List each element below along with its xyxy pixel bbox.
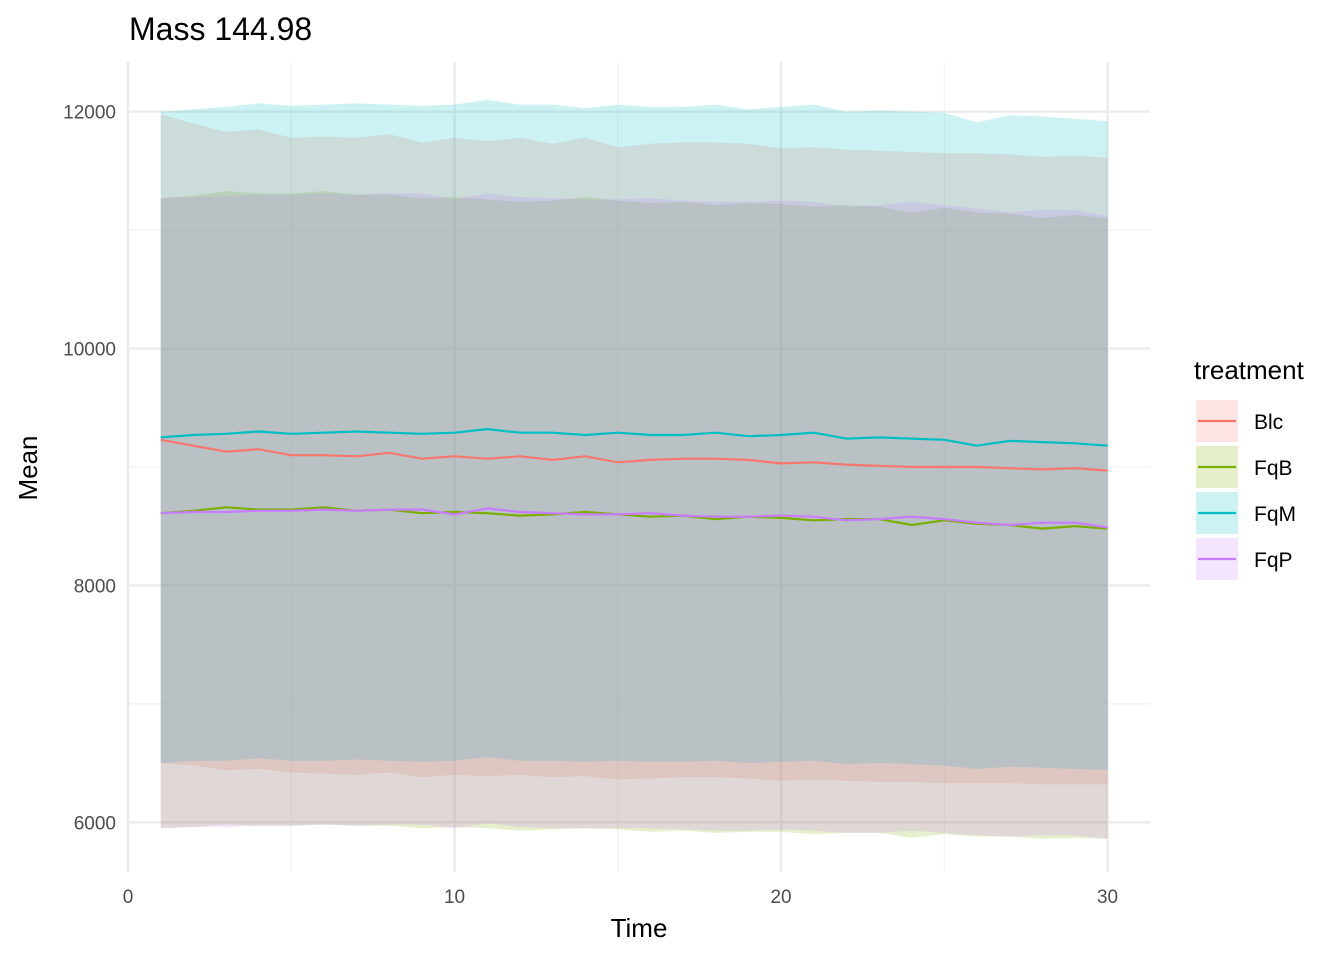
legend-label: FqM [1254, 503, 1296, 526]
x-axis-ticks: 0 10 20 30 [123, 887, 1118, 908]
legend-label: FqP [1254, 549, 1293, 572]
major-gridlines [126, 62, 1150, 872]
legend-key-fqb: FqB [1196, 446, 1293, 488]
y-axis-title: Mean [13, 435, 43, 500]
x-tick-label: 10 [444, 887, 465, 908]
confidence-bands [160, 99, 1108, 839]
x-tick-label: 30 [1097, 887, 1118, 908]
band-blc [160, 114, 1108, 785]
line-fqp [160, 507, 1108, 529]
y-axis-ticks: 6000 8000 10000 12000 [63, 103, 116, 835]
x-axis-title: Time [611, 913, 668, 943]
line-blc [160, 438, 1108, 472]
line-fqm [160, 428, 1108, 447]
x-tick-label: 0 [123, 887, 134, 908]
legend-label: FqB [1254, 457, 1293, 480]
line-fqb [160, 506, 1108, 530]
x-tick-label: 20 [770, 887, 791, 908]
chart-title: Mass 144.98 [129, 11, 312, 47]
y-tick-label: 6000 [74, 813, 116, 834]
legend: treatment Blc FqB FqM FqP [1194, 355, 1305, 580]
band-fqm [160, 99, 1108, 771]
legend-title: treatment [1194, 355, 1305, 385]
legend-label: Blc [1254, 411, 1283, 434]
legend-key-blc: Blc [1196, 400, 1283, 442]
y-tick-label: 8000 [74, 576, 116, 597]
y-tick-label: 12000 [63, 103, 116, 124]
legend-key-fqp: FqP [1196, 538, 1293, 580]
y-tick-label: 10000 [63, 340, 116, 361]
legend-key-fqm: FqM [1196, 492, 1296, 534]
series-lines [160, 428, 1108, 530]
